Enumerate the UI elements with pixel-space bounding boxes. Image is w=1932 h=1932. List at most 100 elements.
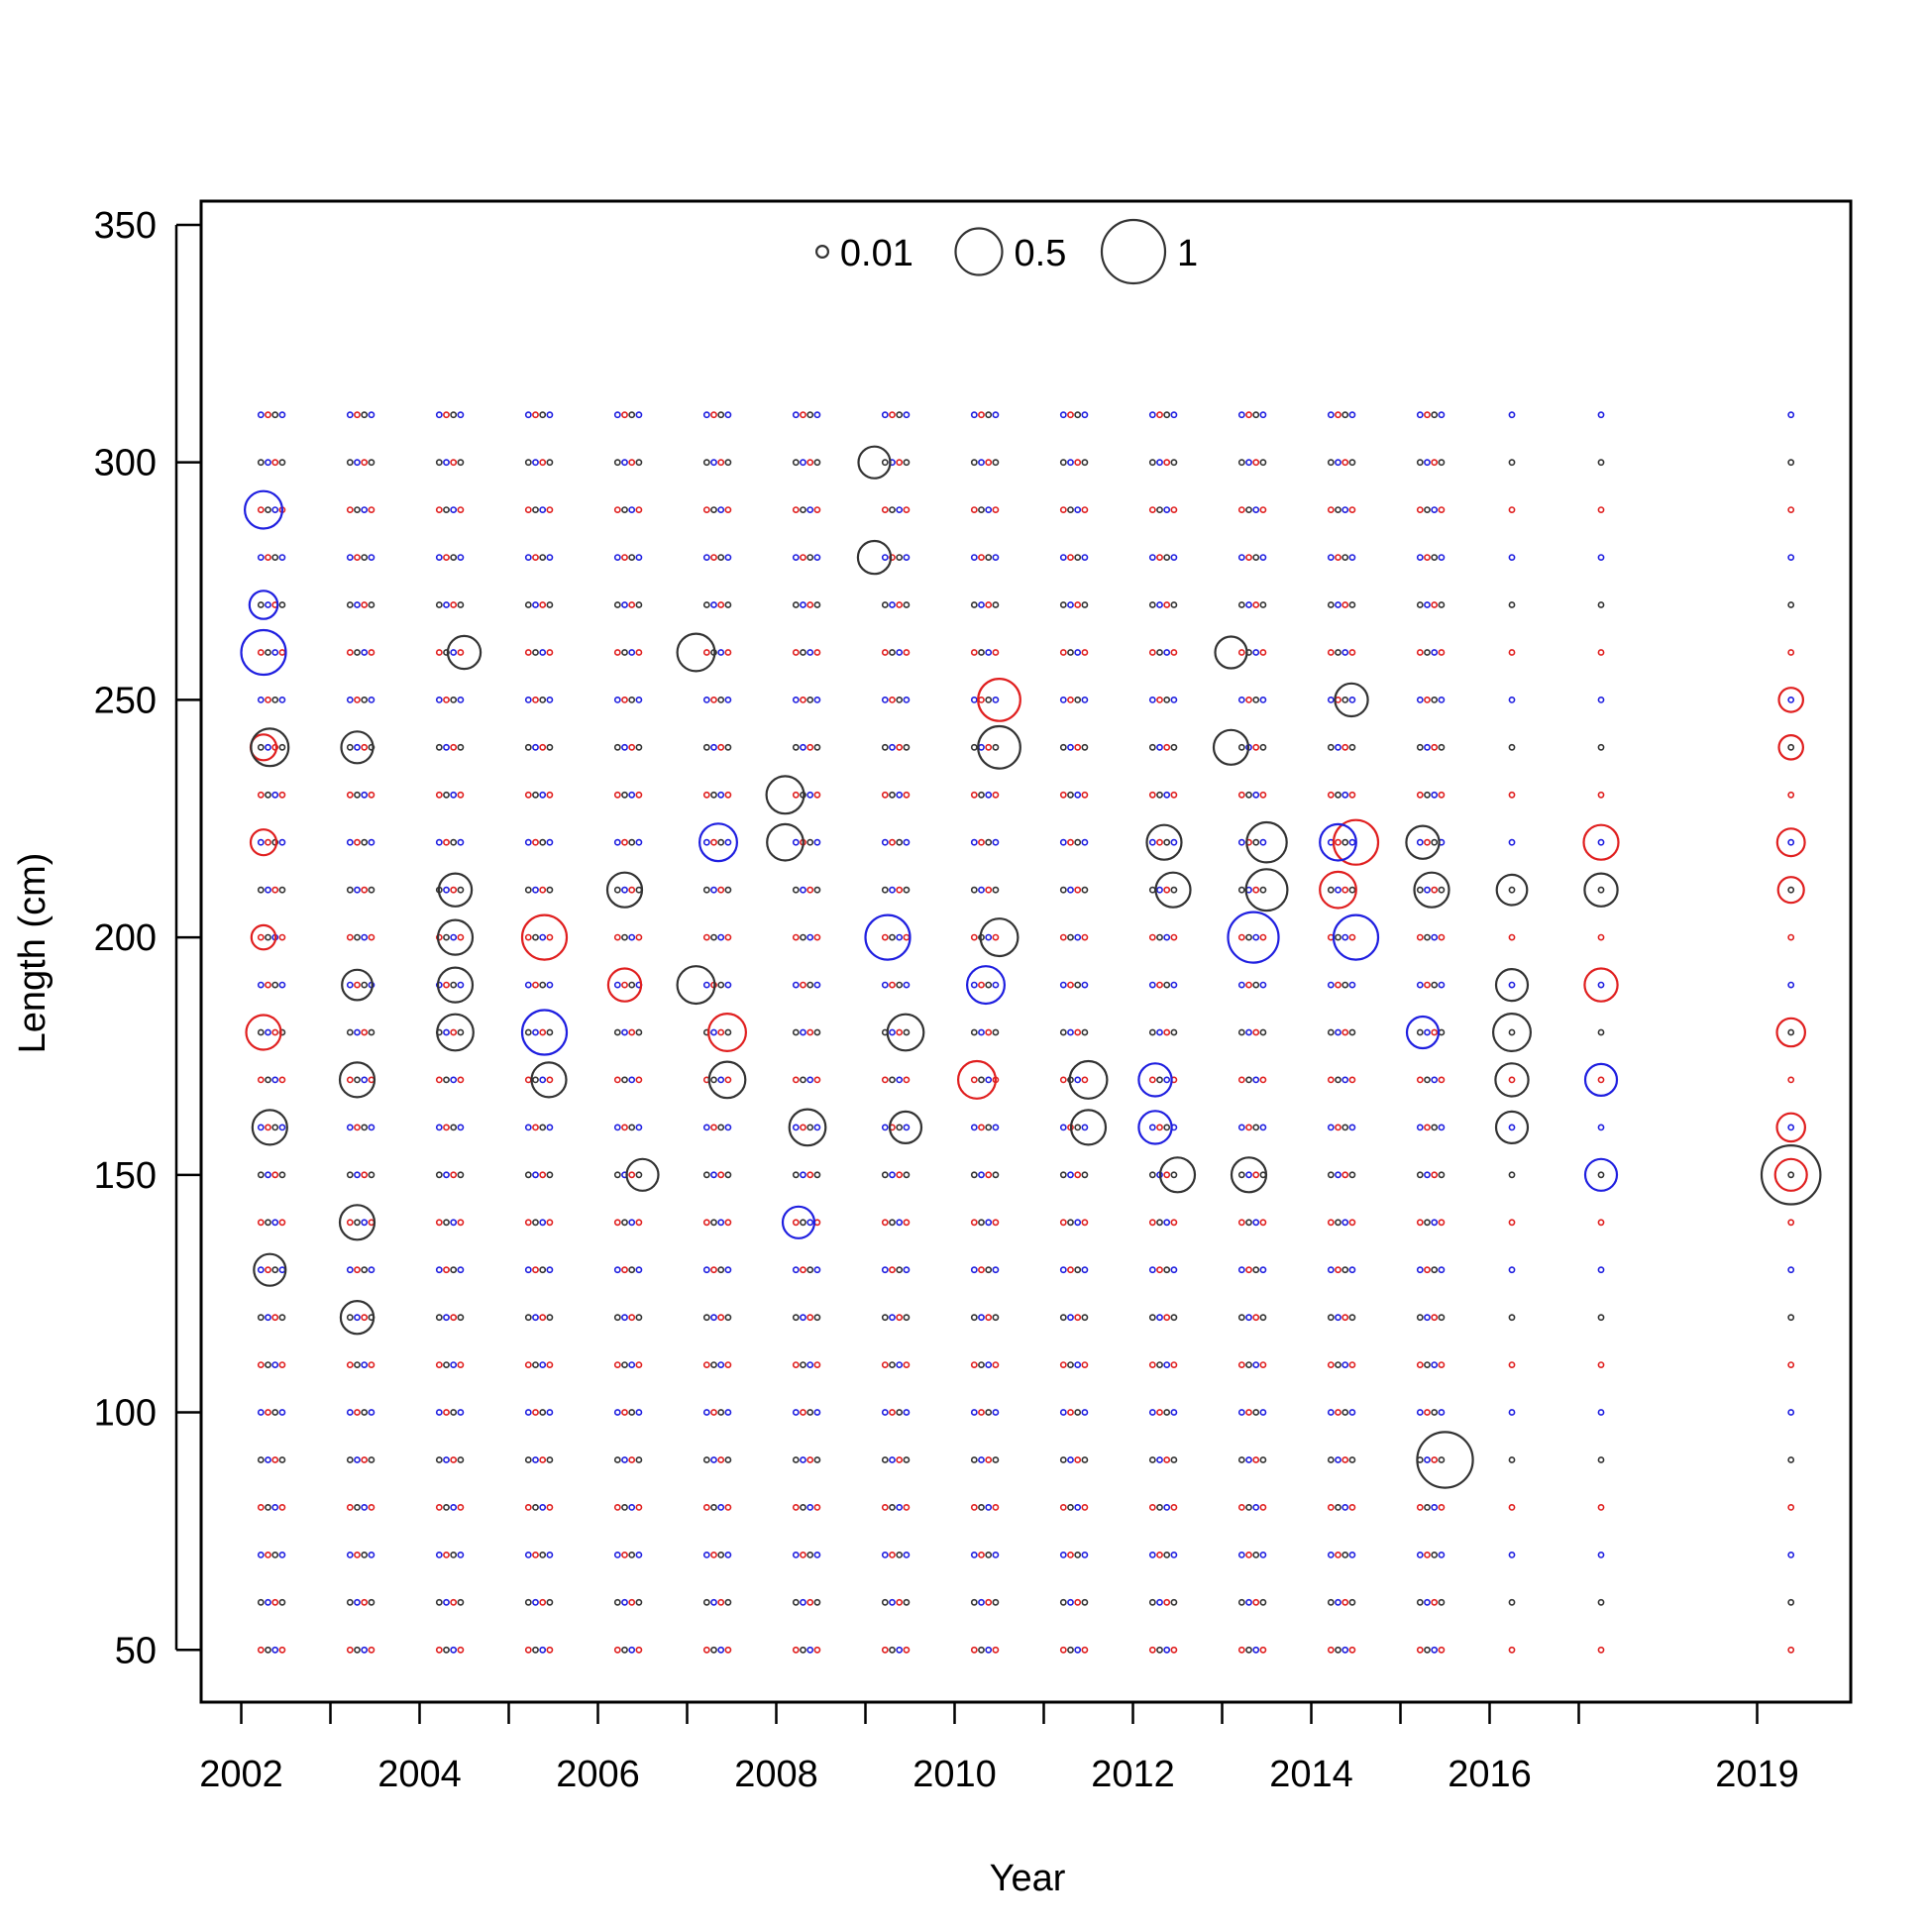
small-data-point [346, 697, 354, 703]
small-data-point [1252, 1552, 1260, 1558]
small-data-point [1245, 601, 1252, 608]
small-data-point [354, 1598, 361, 1606]
small-data-point [1327, 459, 1335, 467]
small-data-point [1335, 1124, 1342, 1131]
small-data-point [278, 1552, 286, 1558]
small-data-point [1508, 1028, 1516, 1036]
small-data-point [354, 1076, 361, 1084]
small-data-point [978, 1171, 985, 1179]
small-data-point [1348, 791, 1356, 799]
small-data-point [724, 1598, 732, 1606]
small-data-point [1787, 838, 1795, 846]
small-data-point [1081, 1219, 1089, 1227]
small-data-point [792, 1456, 800, 1463]
small-data-point [1342, 1028, 1349, 1036]
small-data-point [806, 1314, 814, 1322]
small-data-point [1508, 838, 1516, 846]
small-data-point [978, 791, 985, 799]
small-data-point [635, 1266, 643, 1274]
small-data-point [1245, 981, 1252, 989]
small-data-point [635, 649, 643, 656]
data-bubble [1582, 823, 1620, 861]
small-data-point [800, 554, 806, 561]
small-data-point [792, 1076, 800, 1084]
small-data-point [1327, 886, 1335, 894]
small-data-point [889, 554, 896, 561]
small-data-point [1067, 1361, 1074, 1368]
small-data-point [546, 459, 554, 467]
data-bubble [1214, 635, 1248, 670]
small-data-point [1156, 886, 1163, 894]
small-data-point [1067, 554, 1074, 561]
small-data-point [985, 933, 993, 941]
small-data-point [1059, 1598, 1067, 1606]
small-data-point [1259, 1598, 1267, 1606]
small-data-point [889, 1219, 896, 1227]
small-data-point [257, 1504, 265, 1511]
small-data-point [443, 697, 450, 703]
small-data-point [1059, 1124, 1067, 1131]
small-data-point [532, 554, 539, 561]
small-data-point [1252, 1124, 1260, 1131]
small-data-point [1348, 1361, 1356, 1368]
data-bubble [249, 828, 278, 857]
small-data-point [970, 554, 978, 561]
small-data-point [1787, 554, 1795, 561]
small-data-point [800, 1552, 806, 1558]
small-data-point [628, 649, 636, 656]
small-data-point [1252, 933, 1260, 941]
small-data-point [724, 743, 732, 751]
small-data-point [978, 411, 985, 419]
small-data-point [368, 1409, 376, 1416]
small-data-point [613, 1552, 621, 1558]
small-data-point [1148, 1456, 1156, 1463]
small-data-point [896, 1028, 904, 1036]
small-data-point [1416, 1504, 1424, 1511]
small-data-point [1170, 791, 1178, 799]
small-data-point [628, 697, 636, 703]
small-data-point [265, 1219, 271, 1227]
small-data-point [532, 743, 539, 751]
small-data-point [800, 933, 806, 941]
small-data-point [992, 459, 1000, 467]
small-data-point [792, 1171, 800, 1179]
small-data-point [717, 1456, 725, 1463]
small-data-point [1508, 1646, 1516, 1654]
small-data-point [1438, 1552, 1446, 1558]
small-data-point [1431, 506, 1439, 513]
small-data-point [1081, 1598, 1089, 1606]
small-data-point [792, 743, 800, 751]
small-data-point [724, 459, 732, 467]
small-data-point [257, 1409, 265, 1416]
small-data-point [1424, 1028, 1431, 1036]
small-data-point [1431, 459, 1439, 467]
small-data-point [1245, 411, 1252, 419]
small-data-point [792, 649, 800, 656]
small-data-point [1327, 1361, 1335, 1368]
small-data-point [539, 411, 547, 419]
y-axis-title: Length (cm) [12, 853, 54, 1054]
small-data-point [1416, 838, 1424, 846]
small-data-point [1416, 649, 1424, 656]
small-data-point [1067, 1504, 1074, 1511]
small-data-point [1059, 554, 1067, 561]
data-bubble [240, 628, 287, 677]
small-data-point [985, 601, 993, 608]
small-data-point [1508, 697, 1516, 703]
small-data-point [354, 1504, 361, 1511]
small-data-point [881, 1409, 889, 1416]
small-data-point [1245, 1361, 1252, 1368]
small-data-point [717, 1552, 725, 1558]
data-bubble [857, 445, 892, 480]
small-data-point [368, 1646, 376, 1654]
small-data-point [806, 459, 814, 467]
small-data-point [1156, 1598, 1163, 1606]
small-data-point [435, 1266, 443, 1274]
small-data-point [361, 981, 369, 989]
small-data-point [1237, 649, 1245, 656]
small-data-point [524, 1409, 532, 1416]
small-data-point [361, 459, 369, 467]
small-data-point [903, 791, 911, 799]
small-data-point [1424, 697, 1431, 703]
small-data-point [1424, 601, 1431, 608]
